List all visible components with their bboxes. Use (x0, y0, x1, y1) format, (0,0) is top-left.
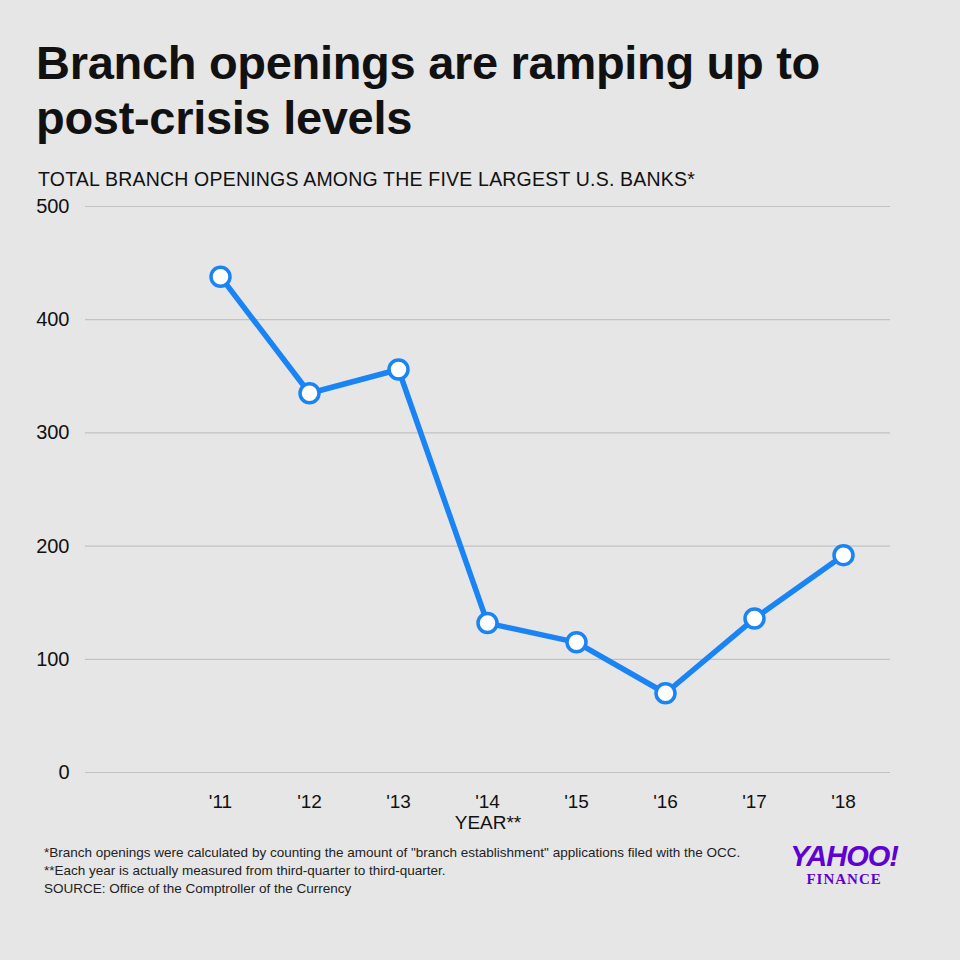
svg-text:'18: '18 (831, 791, 856, 812)
html-text:YAHOO!: YAHOO! (790, 840, 898, 872)
svg-text:'13: '13 (386, 791, 411, 812)
svg-text:YEAR**: YEAR** (455, 811, 522, 832)
svg-text:100: 100 (36, 648, 69, 670)
svg-text:200: 200 (36, 534, 69, 556)
svg-text:500: 500 (36, 195, 69, 217)
html-text:Branch openings are ramping up: Branch openings are ramping up to post-c… (36, 36, 820, 144)
html-text:TOTAL BRANCH OPENINGS AMONG TH: TOTAL BRANCH OPENINGS AMONG THE FIVE LAR… (38, 168, 695, 190)
svg-text:300: 300 (36, 421, 69, 443)
svg-text:'12: '12 (297, 791, 322, 812)
svg-text:'11: '11 (209, 791, 232, 812)
svg-text:400: 400 (36, 308, 69, 330)
svg-text:0: 0 (58, 761, 69, 783)
svg-text:'17: '17 (742, 791, 767, 812)
svg-text:'14: '14 (475, 791, 500, 812)
html-text:SOURCE: Office of the Comptrol: SOURCE: Office of the Comptroller of the… (44, 881, 352, 897)
svg-text:'15: '15 (564, 791, 589, 812)
html-text:*Branch openings were calculat: *Branch openings were calculated by coun… (44, 845, 741, 879)
svg-text:'16: '16 (653, 791, 678, 812)
html-text:FINANCE: FINANCE (806, 871, 882, 887)
